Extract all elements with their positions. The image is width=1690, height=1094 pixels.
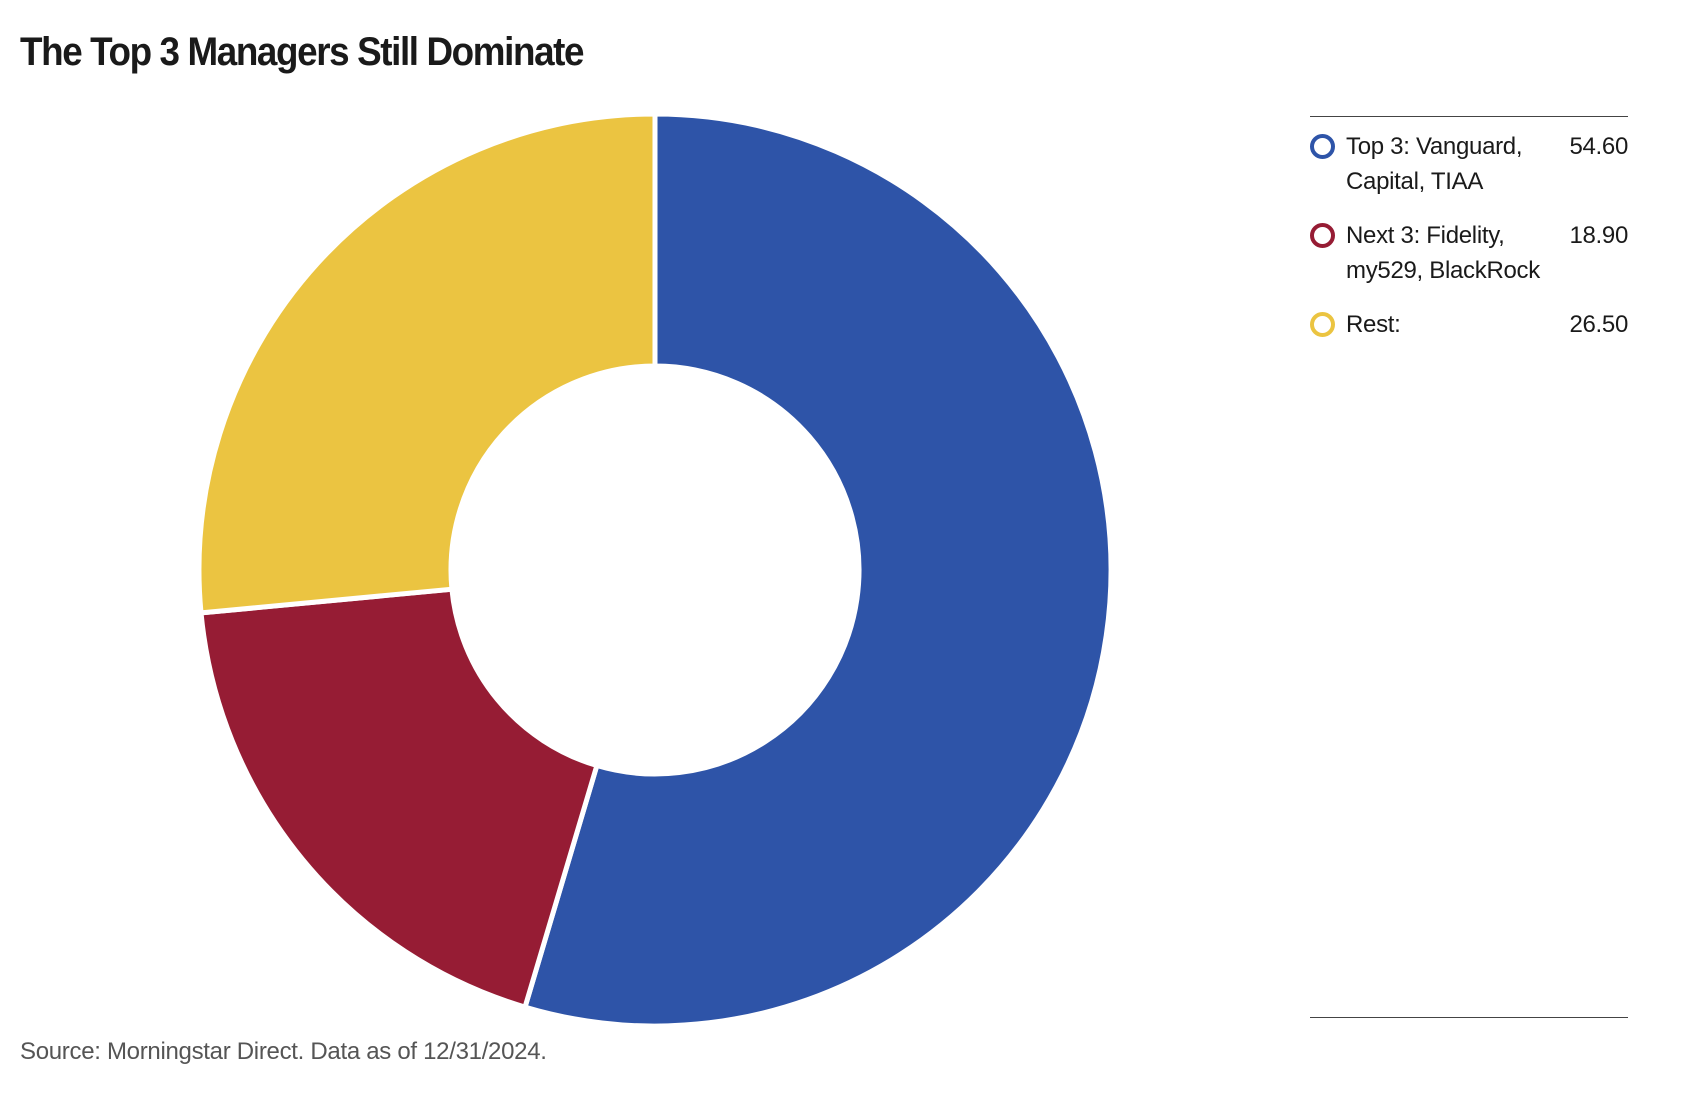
legend-item-rest: Rest: 26.50	[1310, 307, 1628, 342]
donut-slice-top3	[521, 111, 1114, 1029]
legend-value-top3: 54.60	[1569, 133, 1628, 160]
legend-item-next3: Next 3: Fidelity, my529, BlackRock 18.90	[1310, 218, 1628, 288]
legend-swatch-next3	[1310, 223, 1335, 248]
legend-label-next3: Next 3: Fidelity, my529, BlackRock	[1346, 222, 1540, 284]
legend-swatch-rest	[1310, 312, 1335, 337]
chart-legend: Top 3: Vanguard, Capital, TIAA 54.60 Nex…	[1310, 116, 1628, 1018]
legend-swatch-top3	[1310, 134, 1335, 159]
slice-layer	[196, 111, 1114, 1029]
donut-chart	[196, 111, 1114, 1029]
donut-slice-rest	[196, 111, 658, 616]
chart-title: The Top 3 Managers Still Dominate	[20, 30, 585, 74]
source-note: Source: Morningstar Direct. Data as of 1…	[20, 1038, 547, 1065]
legend-item-top3: Top 3: Vanguard, Capital, TIAA 54.60	[1310, 129, 1628, 199]
donut-slice-next3	[198, 586, 600, 1011]
legend-label-top3: Top 3: Vanguard, Capital, TIAA	[1346, 133, 1523, 195]
legend-value-rest: 26.50	[1569, 311, 1628, 338]
legend-label-rest: Rest:	[1346, 311, 1401, 338]
legend-value-next3: 18.90	[1569, 222, 1628, 249]
